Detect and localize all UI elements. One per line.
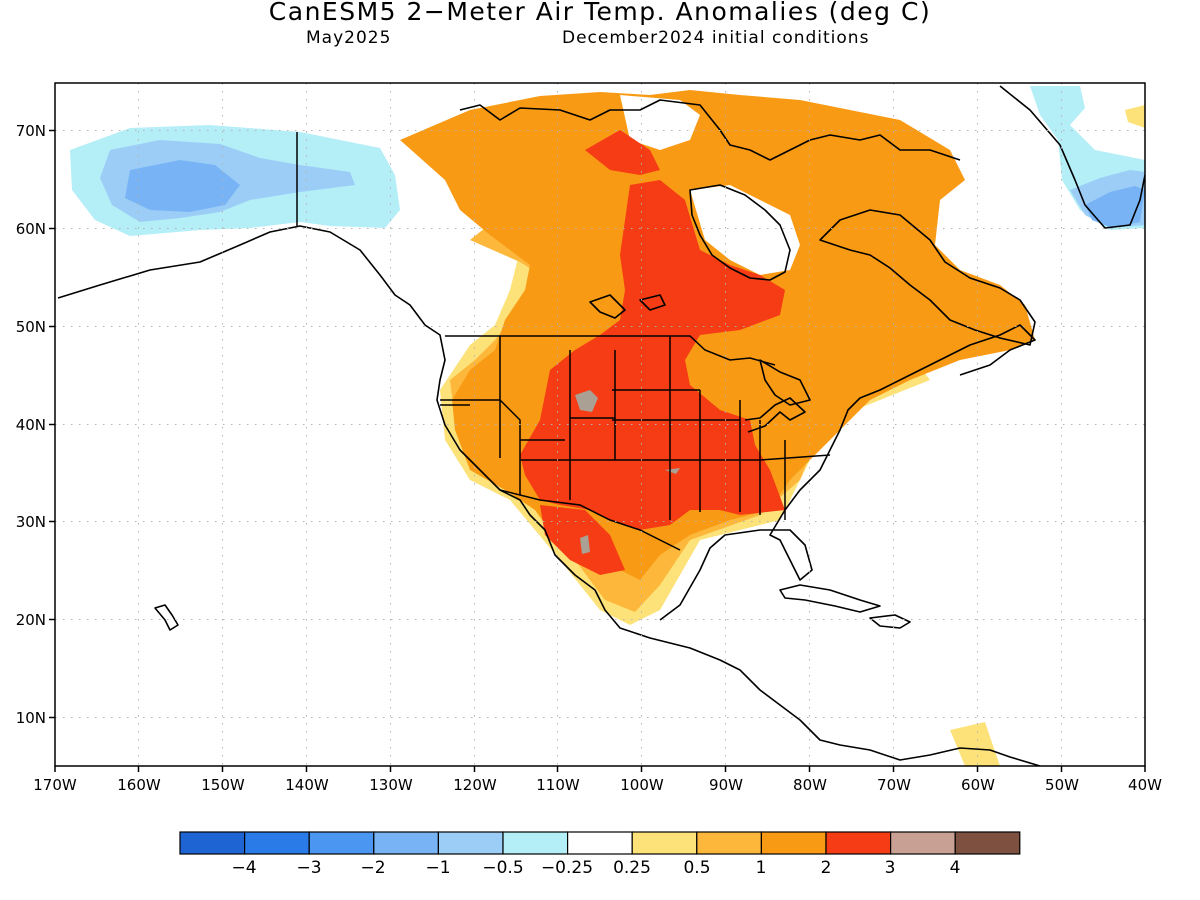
colorbar-swatch	[308, 831, 375, 855]
latitude-axis: 70N 60N 50N 40N 30N 20N 10N	[16, 122, 55, 727]
colorbar-tick-label: −0.5	[482, 858, 523, 878]
lon-label: 170W	[33, 776, 77, 794]
anomaly-region-extreme	[665, 468, 680, 474]
lon-label: 110W	[536, 776, 580, 794]
lat-label: 40N	[16, 416, 46, 434]
colorbar-swatch	[696, 831, 762, 855]
colorbar-tick-label: −2	[360, 858, 385, 878]
lat-label: 50N	[16, 318, 46, 336]
lon-label: 40W	[1128, 776, 1162, 794]
lon-label: 70W	[877, 776, 911, 794]
anomaly-region-neutral	[690, 185, 800, 275]
anomaly-region-cool	[125, 160, 240, 212]
colorbar-tick-label: 1	[756, 858, 767, 878]
coastlines	[57, 85, 1145, 766]
colorbar-tick-label: −4	[231, 858, 256, 878]
lat-label: 60N	[16, 220, 46, 238]
colorbar-tick-label: −3	[296, 858, 321, 878]
anomaly-region-neutral	[620, 95, 700, 150]
lat-label: 20N	[16, 611, 46, 629]
colorbar-tick-label: −0.25	[541, 858, 593, 878]
lon-label: 130W	[369, 776, 413, 794]
colorbar-swatch	[631, 831, 698, 855]
colorbar-swatches	[179, 831, 1021, 855]
colorbar: −4 −3 −2 −1 −0.5 −0.25 0.25 0.5 1 2 3 4	[179, 831, 1021, 878]
anomaly-region-warm	[1125, 105, 1145, 128]
colorbar-swatch	[954, 831, 1021, 855]
lon-label: 50W	[1045, 776, 1079, 794]
lon-label: 80W	[793, 776, 827, 794]
colorbar-swatch	[244, 831, 310, 855]
colorbar-swatch	[566, 831, 633, 855]
colorbar-tick-label: −1	[425, 858, 450, 878]
anomaly-region-extreme	[580, 535, 590, 554]
borders	[296, 132, 831, 551]
lon-label: 60W	[961, 776, 995, 794]
colorbar-swatch	[825, 831, 892, 855]
colorbar-swatch	[889, 831, 956, 855]
lon-label: 140W	[285, 776, 329, 794]
colorbar-tick-label: 3	[885, 858, 896, 878]
colorbar-swatch	[373, 831, 439, 855]
colorbar-tick-label: 0.5	[683, 858, 710, 878]
colorbar-tick-label: 4	[950, 858, 961, 878]
colorbar-tick-labels: −4 −3 −2 −1 −0.5 −0.25 0.25 0.5 1 2 3 4	[231, 858, 960, 878]
anomaly-region-cool	[1085, 186, 1145, 228]
anomaly-region-hot	[520, 180, 785, 530]
initial-conditions-label: December2024 initial conditions	[562, 28, 870, 48]
valid-month-label: May2025	[306, 28, 392, 48]
chart-title: CanESM5 2−Meter Air Temp. Anomalies (deg…	[268, 0, 932, 26]
anomaly-region-warm	[950, 722, 1000, 766]
colorbar-tick-label: 2	[821, 858, 832, 878]
lat-label: 30N	[16, 513, 46, 531]
colorbar-swatch	[437, 831, 504, 855]
map-plot-area	[55, 83, 1145, 766]
colorbar-swatch	[502, 831, 569, 855]
anomaly-region-extreme	[575, 390, 598, 412]
lat-label: 70N	[16, 122, 46, 140]
gridlines	[55, 83, 1145, 766]
lon-label: 150W	[201, 776, 245, 794]
colorbar-tick-label: 0.25	[613, 858, 651, 878]
longitude-axis: 170W 160W 150W 140W 130W 120W 110W 100W …	[33, 766, 1162, 794]
colorbar-swatch	[179, 831, 246, 855]
lon-label: 90W	[709, 776, 743, 794]
lon-label: 160W	[117, 776, 161, 794]
lon-label: 120W	[453, 776, 497, 794]
lon-label: 100W	[620, 776, 664, 794]
lat-label: 10N	[16, 709, 46, 727]
colorbar-swatch	[760, 831, 827, 855]
